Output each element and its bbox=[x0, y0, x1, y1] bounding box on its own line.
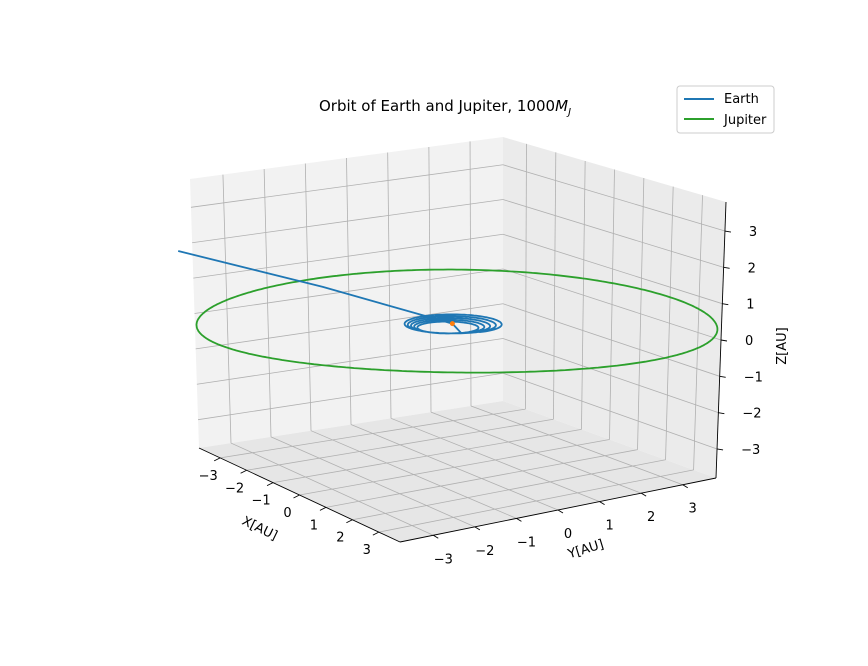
x-tick-mark bbox=[213, 457, 221, 462]
x-tick-mark bbox=[346, 519, 353, 524]
z-tick-label: 0 bbox=[745, 334, 753, 349]
axes-lines bbox=[198, 201, 732, 543]
legend-frame bbox=[676, 85, 775, 134]
x-tick-mark bbox=[372, 531, 380, 536]
y-tick-mark bbox=[599, 501, 605, 505]
y-tick-mark bbox=[474, 526, 481, 531]
z-tick-mark bbox=[718, 412, 725, 415]
grid-line-z-wall-x bbox=[197, 372, 504, 421]
z-tick-mark bbox=[720, 339, 728, 342]
grid-line-z-wall-y bbox=[502, 268, 722, 341]
y-tick-mark bbox=[433, 534, 439, 539]
grid-line-z-wall-x bbox=[190, 164, 504, 208]
grid-line-z-wall-y bbox=[502, 372, 718, 450]
grid-line-z-wall-x bbox=[196, 338, 504, 385]
z-tick-mark bbox=[724, 230, 732, 233]
grid-line-z-wall-x bbox=[192, 199, 504, 244]
z-tick-mark bbox=[722, 303, 729, 306]
x-tick-label: −1 bbox=[252, 494, 271, 509]
grid-line-z-wall-y bbox=[502, 164, 726, 232]
back-pane-x bbox=[190, 137, 503, 448]
grid-line-y-floor bbox=[270, 436, 476, 528]
y-tick-mark bbox=[682, 484, 688, 489]
z-tick-mark bbox=[719, 375, 726, 378]
z-tick-label: −3 bbox=[741, 443, 760, 458]
x-tick-mark bbox=[240, 469, 247, 474]
grid-line-y-floor bbox=[310, 430, 517, 519]
y-tick-label: −2 bbox=[475, 544, 494, 559]
z-tick-label: 2 bbox=[748, 261, 756, 276]
y-tick-mark bbox=[557, 509, 564, 514]
x-tick-mark bbox=[319, 506, 327, 511]
grid-line-y-floor bbox=[390, 417, 600, 502]
grid-line-y-floor bbox=[350, 424, 559, 511]
x-axis-label: X[AU] bbox=[239, 514, 279, 544]
x-tick-label: 2 bbox=[336, 531, 344, 546]
x-tick-mark bbox=[266, 482, 274, 487]
z-tick-label: 1 bbox=[746, 298, 754, 313]
y-tick-mark bbox=[516, 518, 522, 522]
y-tick-label: 1 bbox=[605, 519, 613, 534]
legend: Earth Jupiter bbox=[676, 85, 775, 134]
z-axis-label: Z[AU] bbox=[775, 327, 790, 364]
y-tick-label: 3 bbox=[689, 502, 697, 517]
z-tick-label: 3 bbox=[749, 225, 757, 240]
legend-label-jupiter: Jupiter bbox=[723, 113, 767, 128]
grid-line-z-wall-x bbox=[194, 268, 504, 314]
tick-labels: −3 −2 −1 0 1 2 3 −3 −2 −1 0 1 2 3 −3 −2 −1 0 1 2 3 bbox=[199, 225, 763, 567]
series-line-earth bbox=[177, 250, 503, 335]
legend-label-earth: Earth bbox=[724, 92, 759, 107]
grid-line-y-floor bbox=[470, 405, 683, 486]
z-tick-mark bbox=[716, 448, 724, 451]
grid-line-z-wall-y bbox=[502, 303, 720, 377]
grid-line-y-floor bbox=[430, 411, 642, 494]
chart-title-text: Orbit of Earth and Jupiter, 1000 bbox=[319, 97, 555, 115]
x-tick-label: 0 bbox=[283, 506, 291, 521]
series-line-jupiter bbox=[195, 268, 719, 374]
grid-line-z-wall-y bbox=[502, 199, 724, 268]
grid-line-z-wall-x bbox=[193, 233, 504, 279]
sun-marker bbox=[449, 321, 455, 327]
grid-line-z-wall-x bbox=[195, 303, 504, 350]
y-tick-label: 2 bbox=[647, 510, 655, 525]
grid-line-z-wall-y bbox=[502, 338, 719, 414]
x-tick-label: 3 bbox=[363, 543, 371, 558]
z-tick-mark bbox=[723, 266, 730, 269]
y-tick-mark bbox=[640, 492, 647, 497]
y-tick-label: −3 bbox=[434, 552, 453, 567]
z-tick-label: −2 bbox=[742, 407, 761, 422]
y-tick-label: −1 bbox=[517, 535, 536, 550]
axes-grid bbox=[190, 141, 726, 536]
chart-title: Orbit of Earth and Jupiter, 1000MJ bbox=[319, 97, 571, 118]
y-tick-label: 0 bbox=[564, 527, 572, 542]
grid-line-y-floor bbox=[230, 442, 434, 536]
series-layer bbox=[177, 250, 719, 374]
z-tick-label: −1 bbox=[744, 370, 763, 385]
chart-title-math: M bbox=[555, 97, 568, 115]
x-tick-label: −3 bbox=[199, 469, 218, 484]
x-tick-label: 1 bbox=[310, 518, 318, 533]
x-tick-label: −2 bbox=[225, 481, 244, 496]
grid-line-z-wall-y bbox=[502, 233, 723, 305]
chart-title-math-sub: J bbox=[566, 107, 571, 118]
x-tick-mark bbox=[293, 494, 300, 499]
